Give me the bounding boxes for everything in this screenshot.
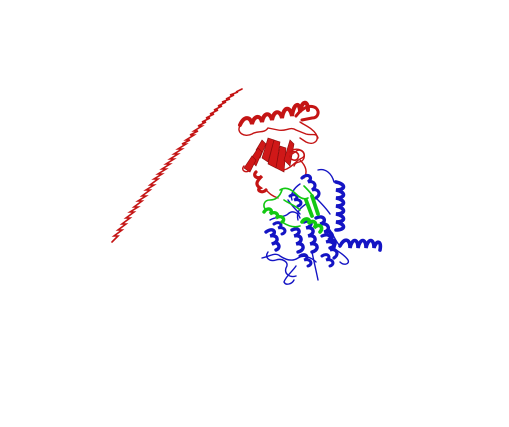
- blue-small-helix-b: [300, 255, 311, 266]
- blue-loop-4: [312, 252, 318, 280]
- blue-helix-right-vertical: [336, 182, 344, 230]
- red-long-helix-tail: [112, 89, 242, 242]
- red-beta-domain: [244, 138, 294, 172]
- blue-helix-center-3: [292, 229, 303, 252]
- blue-small-helix-c: [322, 255, 333, 266]
- blue-helix-left: [266, 230, 279, 250]
- blue-loop-6: [270, 200, 300, 220]
- green-helix-left: [264, 209, 284, 222]
- green-loop-3: [264, 190, 282, 210]
- red-loop-upper: [239, 126, 318, 138]
- blue-helix-right-horizontal: [340, 240, 380, 250]
- red-chain: [112, 89, 318, 242]
- red-small-helix-left: [255, 172, 266, 192]
